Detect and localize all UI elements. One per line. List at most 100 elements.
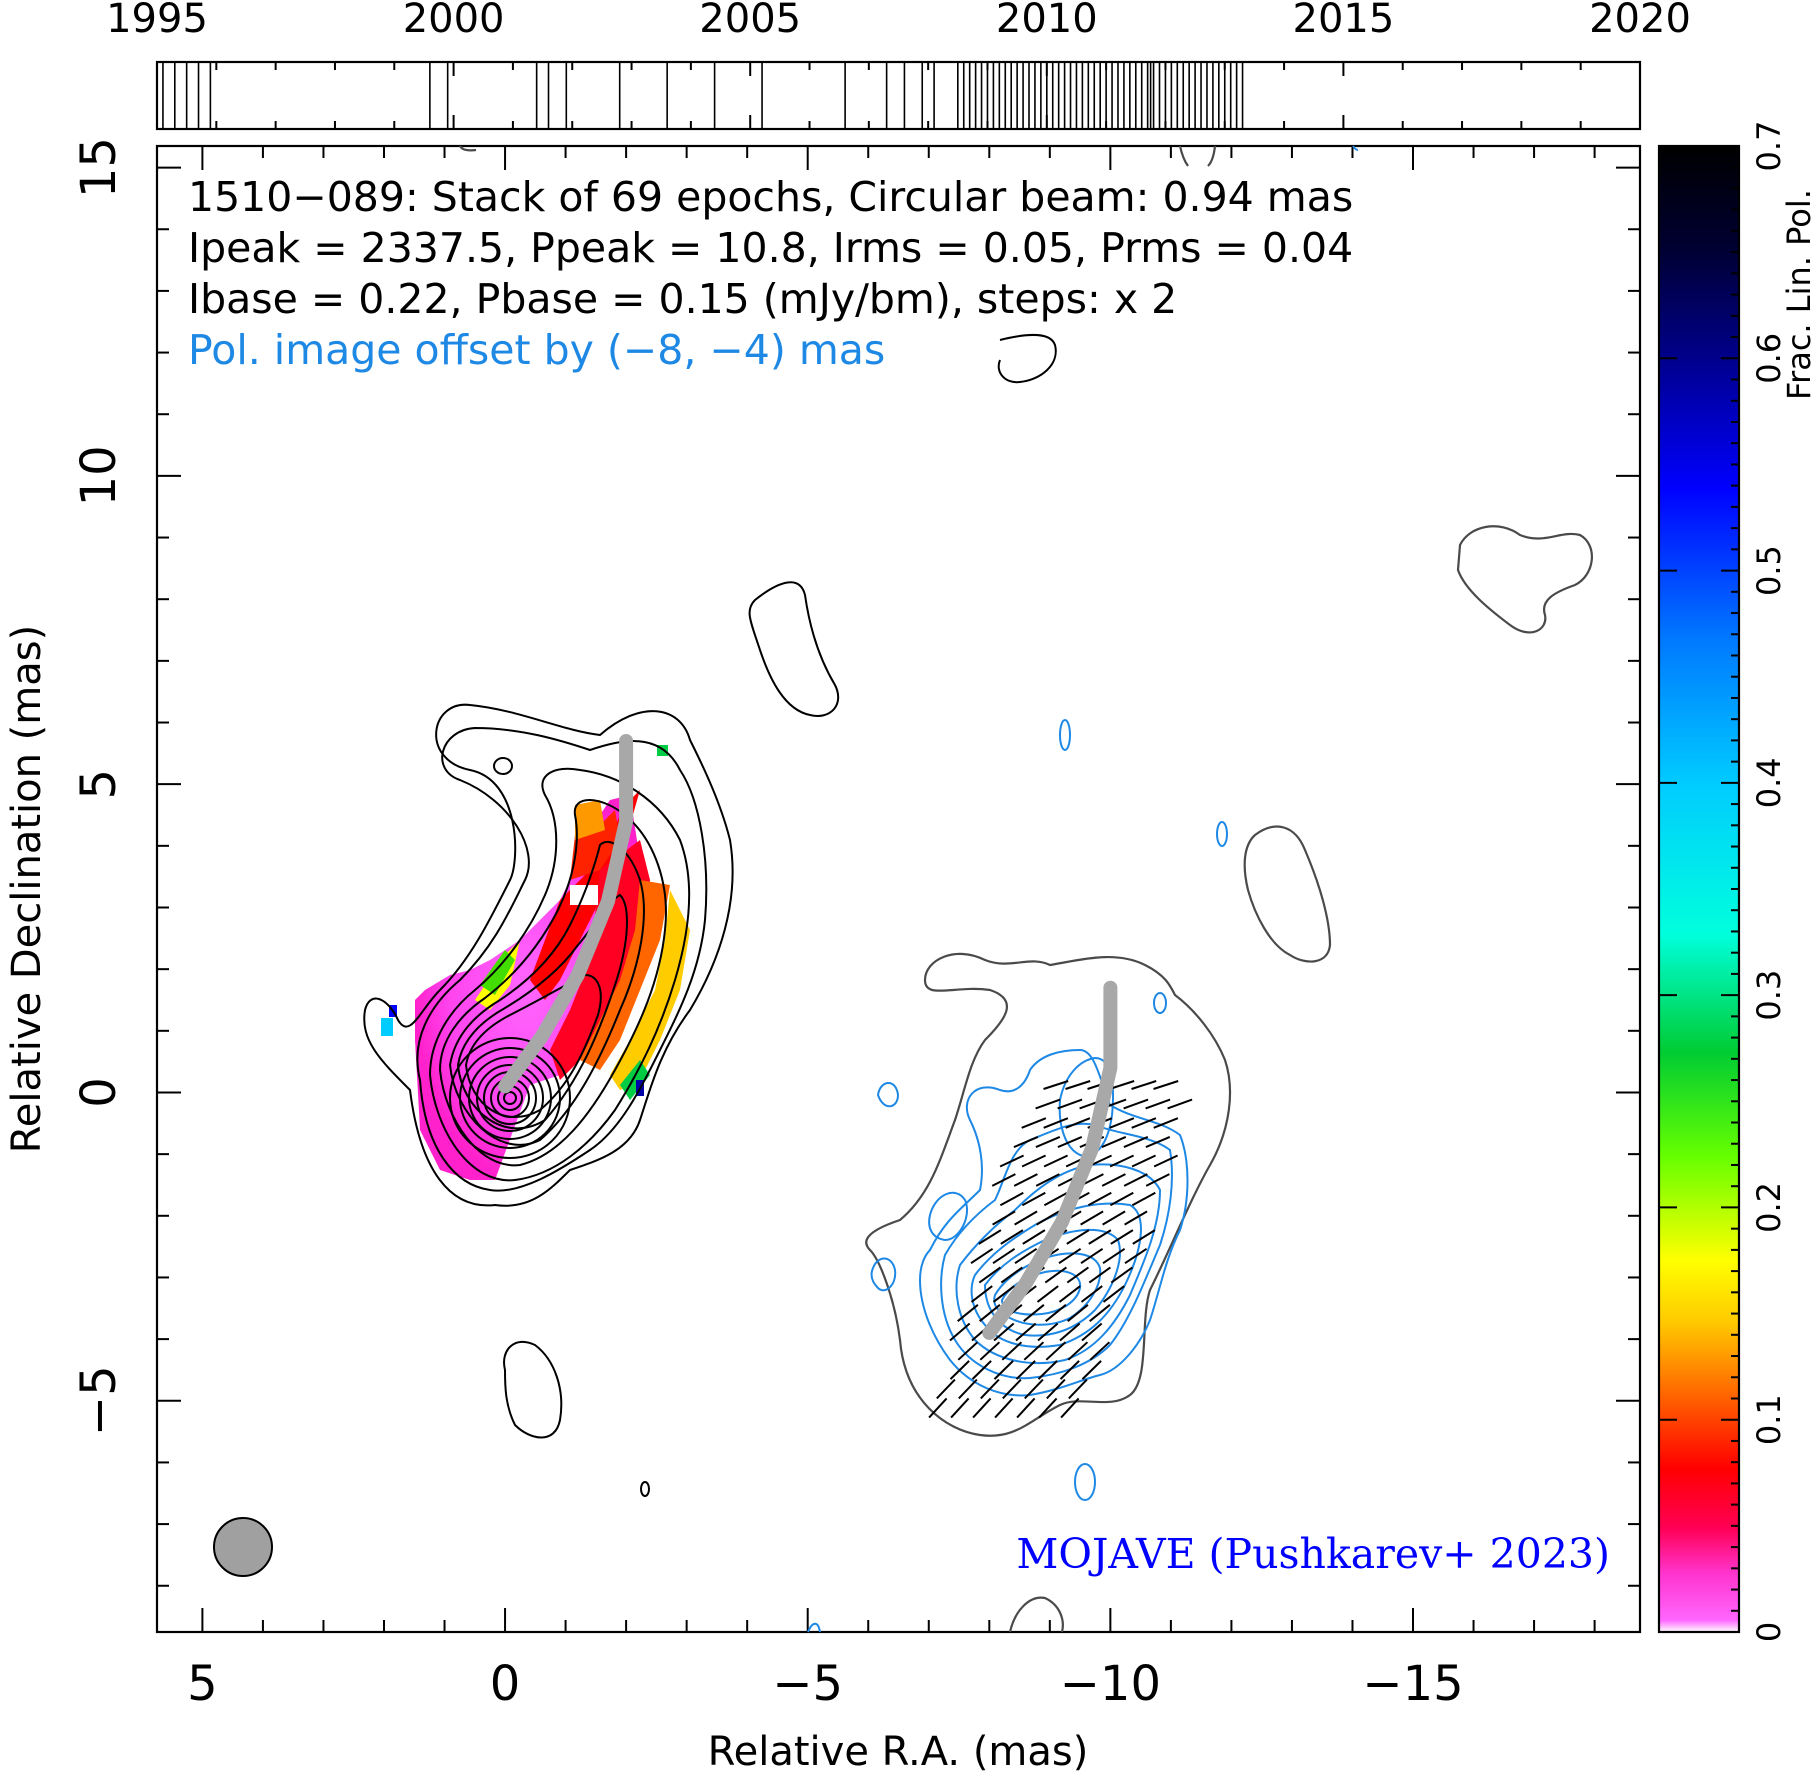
evpa-stick <box>991 1173 1016 1187</box>
evpa-stick <box>1065 1117 1091 1129</box>
evpa-stick <box>1123 1173 1148 1187</box>
evpa-stick <box>1035 1173 1060 1187</box>
frac-pol-cyan-pixel <box>381 1018 393 1036</box>
evpa-stick <box>1015 1360 1036 1380</box>
x-tick-label: 0 <box>490 1656 521 1712</box>
evpa-stick <box>957 1341 979 1361</box>
evpa-stick <box>1065 1080 1091 1090</box>
contour-core-4 <box>476 1064 544 1132</box>
evpa-stick <box>1057 1098 1083 1110</box>
evpa-stick <box>1059 1322 1081 1342</box>
x-tick-label: −15 <box>1362 1656 1463 1712</box>
frac-pol-upper-orange <box>575 800 605 840</box>
timeline-tick-label: 2020 <box>1589 0 1691 42</box>
evpa-stick <box>1043 1080 1069 1090</box>
evpa-stick <box>1015 1322 1037 1342</box>
evpa-stick <box>1067 1304 1089 1322</box>
evpa-stick <box>1037 1360 1058 1380</box>
evpa-stick <box>1059 1360 1080 1380</box>
evpa-stick <box>1081 1322 1103 1342</box>
contour-small-blob <box>640 1481 650 1497</box>
grey-contour-top-left <box>459 145 477 152</box>
contour-level-1 <box>363 703 734 1207</box>
evpa-stick <box>1066 1229 1090 1245</box>
evpa-stick <box>1132 1229 1156 1245</box>
evpa-stick <box>1021 1191 1046 1207</box>
colorbar-tick-label: 0.4 <box>1750 757 1788 808</box>
evpa-stick <box>1068 1378 1088 1400</box>
timeline-tick-label: 1995 <box>106 0 208 42</box>
evpa-stick <box>1013 1135 1039 1149</box>
colorbar: 0 0.1 0.2 0.3 0.4 0.5 0.6 0.7 Frac. Lin. Pol. <box>1657 121 1818 1642</box>
evpa-stick <box>1109 1117 1135 1129</box>
x-axis-label: Relative R.A. (mas) <box>708 1729 1089 1775</box>
evpa-stick <box>1089 1341 1111 1361</box>
ridge-line-polarization <box>982 980 1118 1340</box>
timeline-tick-label: 2005 <box>699 0 801 42</box>
contour-core-2 <box>459 1047 561 1149</box>
evpa-stick <box>949 1322 971 1342</box>
colorbar-gradient <box>1659 146 1739 1632</box>
evpa-stick <box>1045 1304 1067 1322</box>
frac-pol-upper-red <box>570 810 620 880</box>
frac-pol-left-green <box>480 950 515 995</box>
evpa-stick <box>1088 1266 1111 1284</box>
timeline-year-ticks: 1995 2000 2005 2010 2015 2020 <box>106 0 1691 129</box>
evpa-stick <box>1080 1247 1104 1265</box>
evpa-stick <box>1145 1135 1171 1149</box>
evpa-stick <box>978 1229 1002 1245</box>
evpa-stick <box>1145 1098 1171 1110</box>
contour-south-blob <box>503 1340 563 1439</box>
grey-contour-main <box>865 952 1232 1437</box>
evpa-stick <box>1016 1397 1036 1419</box>
evpa-stick <box>1022 1229 1046 1245</box>
evpa-stick <box>1089 1304 1111 1322</box>
evpa-stick <box>1080 1285 1103 1303</box>
evpa-stick <box>993 1360 1014 1380</box>
evpa-stick <box>1002 1378 1022 1400</box>
evpa-stick <box>1057 1135 1083 1149</box>
evpa-stick <box>1123 1135 1149 1149</box>
grey-contour-bottom-arc <box>1008 1596 1064 1633</box>
polarization-contours <box>807 145 1359 1633</box>
pol-contour-small-left <box>870 1257 897 1292</box>
evpa-stick <box>1037 1322 1059 1342</box>
evpa-stick <box>1081 1360 1102 1380</box>
evpa-stick <box>1021 1154 1047 1168</box>
evpa-stick <box>1080 1210 1104 1226</box>
y-axis-label: Relative Declination (mas) <box>4 625 50 1153</box>
evpa-stick <box>1102 1210 1126 1226</box>
map-axis-ticks <box>157 146 1640 1632</box>
evpa-stick <box>1066 1266 1089 1284</box>
evpa-stick <box>1131 1154 1157 1168</box>
evpa-stick <box>1102 1285 1125 1303</box>
evpa-vectors <box>928 1080 1193 1419</box>
evpa-stick <box>957 1304 979 1322</box>
y-tick-label: 15 <box>71 137 127 198</box>
contour-core-1 <box>449 1037 571 1159</box>
evpa-stick <box>1038 1397 1058 1419</box>
evpa-stick <box>979 1341 1001 1361</box>
evpa-stick <box>1131 1080 1157 1090</box>
evpa-stick <box>1035 1098 1061 1110</box>
contour-core-8 <box>503 1091 517 1105</box>
x-tick-label: −5 <box>772 1656 843 1712</box>
evpa-stick <box>1131 1191 1156 1207</box>
evpa-stick <box>1167 1098 1193 1110</box>
frac-pol-orange-region <box>580 880 670 1070</box>
contour-core-3 <box>468 1056 552 1140</box>
evpa-stick <box>1043 1191 1068 1207</box>
evpa-stick <box>1124 1247 1148 1265</box>
total-intensity-contours <box>363 334 1057 1497</box>
evpa-stick <box>1060 1397 1080 1419</box>
colorbar-ticks <box>1659 145 1739 1633</box>
evpa-stick <box>999 1191 1024 1207</box>
evpa-stick <box>993 1322 1015 1342</box>
evpa-stick <box>1101 1173 1126 1187</box>
evpa-stick <box>1153 1080 1179 1090</box>
evpa-stick <box>994 1397 1014 1419</box>
evpa-stick <box>1109 1191 1134 1207</box>
evpa-stick <box>1045 1341 1067 1361</box>
x-tick-label: 5 <box>187 1656 218 1712</box>
